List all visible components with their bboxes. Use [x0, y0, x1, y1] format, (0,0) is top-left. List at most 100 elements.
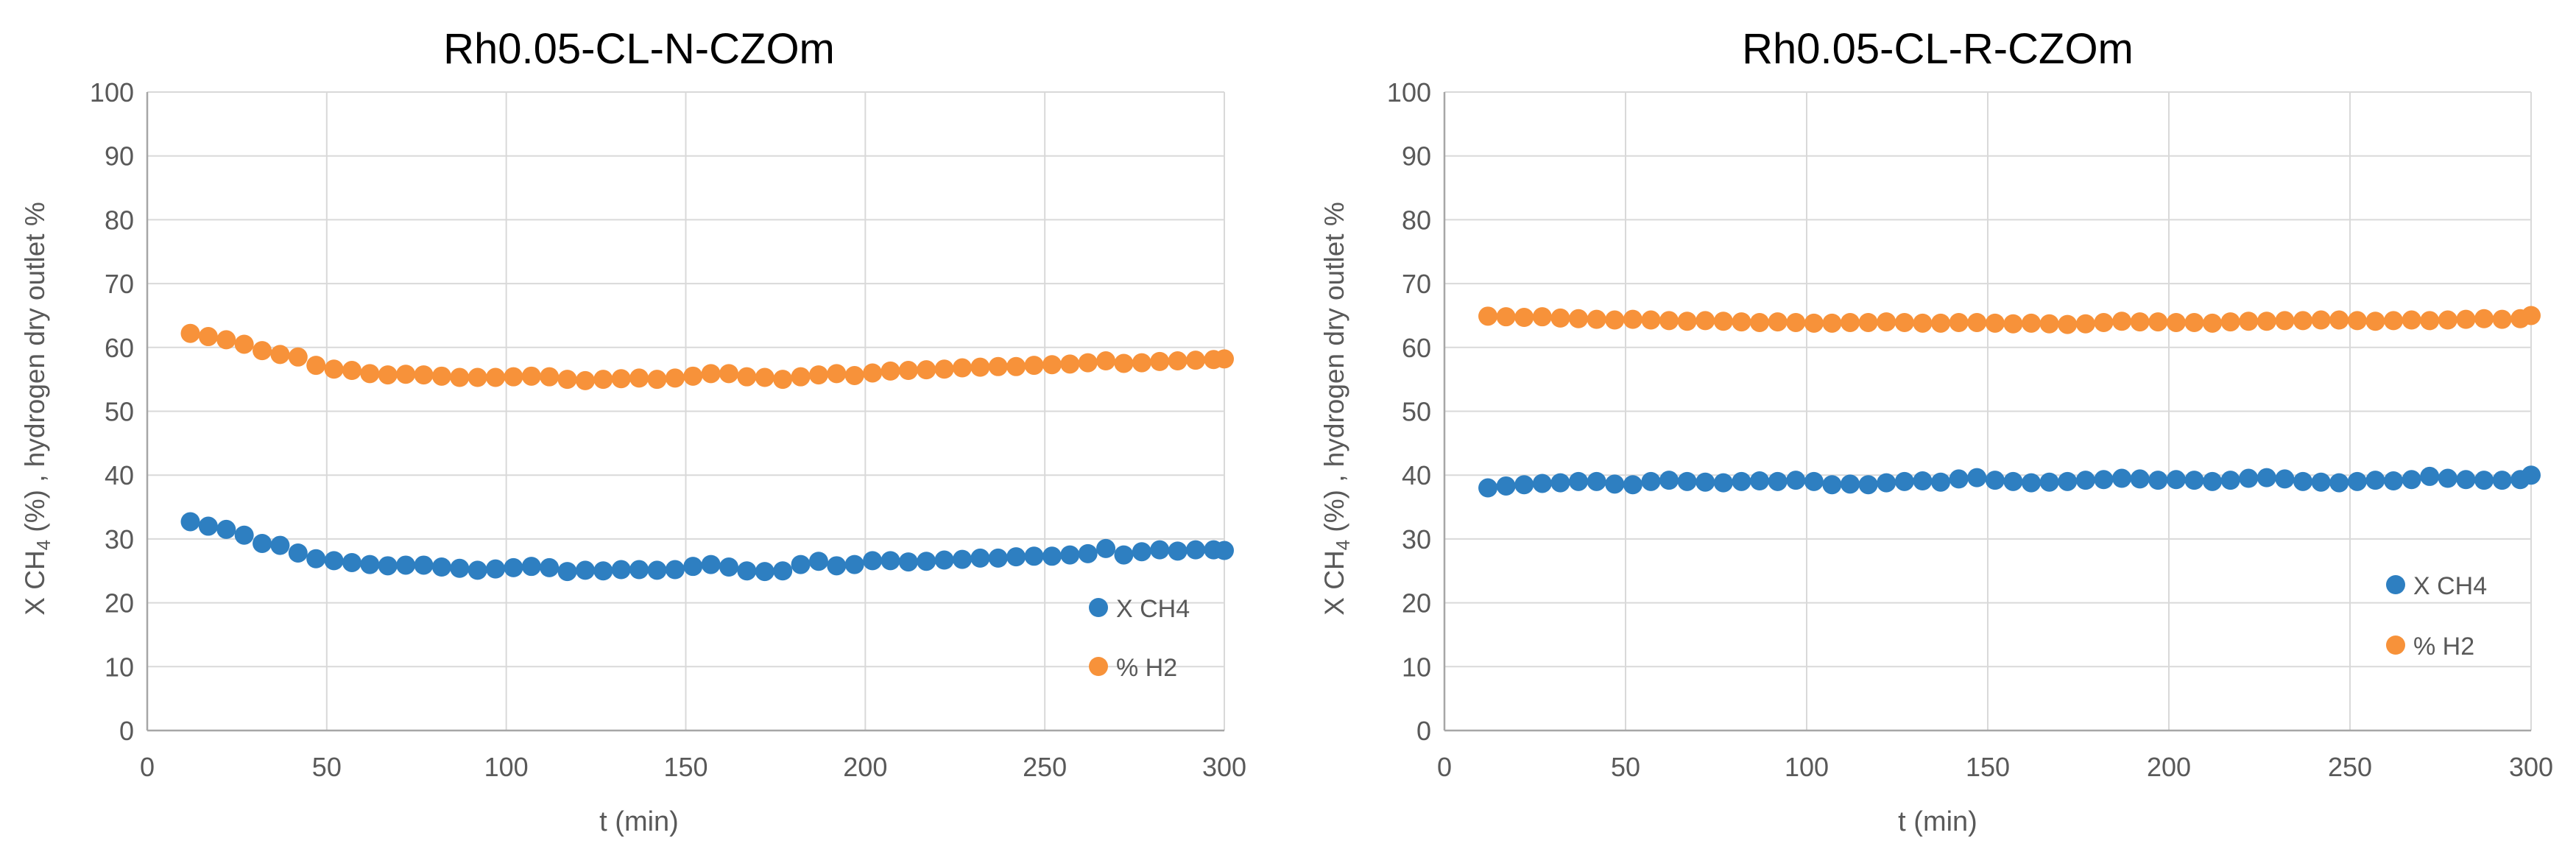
- data-point: [180, 512, 200, 532]
- data-point: [719, 557, 739, 577]
- legend-marker-h2: [1089, 657, 1108, 676]
- data-point: [629, 560, 649, 580]
- data-point: [1532, 307, 1552, 327]
- data-point: [1215, 349, 1234, 369]
- x-tick-label: 50: [1611, 752, 1640, 782]
- data-point: [557, 370, 577, 390]
- data-point: [898, 361, 918, 381]
- y-tick-label: 80: [105, 205, 134, 235]
- data-point: [2474, 309, 2494, 328]
- data-point: [396, 365, 416, 384]
- data-point: [1605, 310, 1625, 330]
- data-points: [180, 323, 1234, 582]
- data-point: [953, 549, 973, 569]
- data-point: [1858, 312, 1878, 332]
- data-point: [1967, 468, 1987, 487]
- data-point: [1967, 312, 1987, 332]
- data-point: [288, 347, 308, 367]
- chart-panel-right: Rh0.05-CL-R-CZOm 0102030405060708090100 …: [1319, 25, 2553, 837]
- data-point: [288, 543, 308, 563]
- data-point: [360, 364, 380, 384]
- gridlines: [1444, 91, 2532, 731]
- x-tick-label: 200: [843, 752, 887, 782]
- axes: [146, 92, 1224, 732]
- data-point: [2130, 312, 2150, 332]
- data-point: [2239, 468, 2259, 488]
- data-point: [2329, 310, 2349, 330]
- data-point: [1949, 312, 1969, 332]
- data-point: [2203, 313, 2223, 333]
- data-point: [2311, 472, 2331, 492]
- data-point: [1894, 312, 1914, 332]
- data-point: [611, 560, 631, 580]
- x-tick-label: 300: [1202, 752, 1246, 782]
- data-point: [1496, 476, 1516, 496]
- data-point: [1168, 541, 1188, 561]
- data-point: [1150, 540, 1170, 560]
- data-point: [2239, 311, 2259, 331]
- data-point: [575, 560, 595, 580]
- data-point: [431, 366, 451, 386]
- data-point: [593, 561, 613, 581]
- data-point: [2112, 311, 2132, 331]
- data-point: [2293, 471, 2313, 491]
- data-point: [2039, 314, 2059, 334]
- data-point: [1931, 313, 1951, 333]
- data-point: [1641, 471, 1661, 491]
- y-tick-label: 40: [105, 460, 134, 490]
- data-point: [2522, 465, 2541, 485]
- data-point: [2456, 470, 2476, 490]
- data-point: [2148, 471, 2168, 490]
- data-point: [198, 327, 218, 347]
- y-tick-label: 70: [105, 269, 134, 299]
- data-point: [306, 356, 326, 376]
- data-point: [1768, 312, 1788, 332]
- y-tick-label: 50: [105, 397, 134, 427]
- data-point: [1841, 474, 1860, 494]
- data-point: [2492, 471, 2512, 490]
- data-point: [1713, 311, 1733, 331]
- data-point: [504, 557, 523, 577]
- legend-marker-xch4: [1089, 598, 1108, 617]
- legend-marker-xch4: [2386, 575, 2405, 594]
- data-point: [2402, 470, 2421, 490]
- data-point: [2220, 312, 2240, 332]
- y-tick-labels: 0 10 20 30 40 50 60 70 80 90 100: [1387, 77, 1431, 746]
- data-point: [773, 370, 793, 390]
- data-point: [2166, 312, 2186, 332]
- data-point: [647, 560, 667, 580]
- data-point: [324, 359, 344, 379]
- data-point: [593, 370, 613, 390]
- data-point: [1185, 540, 1205, 560]
- data-point: [683, 366, 703, 386]
- data-point: [1078, 353, 1098, 373]
- y-axis-label: X CH4 (%) , hydrogen dry outlet %: [1319, 202, 1354, 615]
- data-point: [1822, 313, 1842, 333]
- data-point: [504, 367, 523, 387]
- data-point: [557, 562, 577, 582]
- data-point: [360, 555, 380, 574]
- data-point: [467, 367, 487, 387]
- data-point: [1114, 545, 1134, 565]
- data-point: [306, 549, 326, 568]
- data-point: [396, 555, 416, 575]
- data-point: [234, 525, 254, 545]
- data-point: [755, 562, 774, 582]
- x-tick-label: 200: [2147, 752, 2191, 782]
- data-point: [216, 330, 236, 350]
- data-point: [2203, 471, 2223, 491]
- data-point: [1804, 313, 1824, 333]
- data-point: [575, 370, 595, 390]
- data-point: [2347, 471, 2367, 491]
- data-point: [2492, 309, 2512, 329]
- data-point: [2256, 311, 2276, 331]
- data-point: [1659, 471, 1679, 490]
- data-point: [486, 559, 506, 579]
- data-point: [450, 367, 470, 387]
- data-point: [808, 552, 828, 571]
- data-point: [1550, 473, 1570, 493]
- data-point: [342, 361, 361, 381]
- series-h2: [1478, 306, 2541, 334]
- data-point: [934, 359, 954, 379]
- data-point: [2384, 471, 2404, 491]
